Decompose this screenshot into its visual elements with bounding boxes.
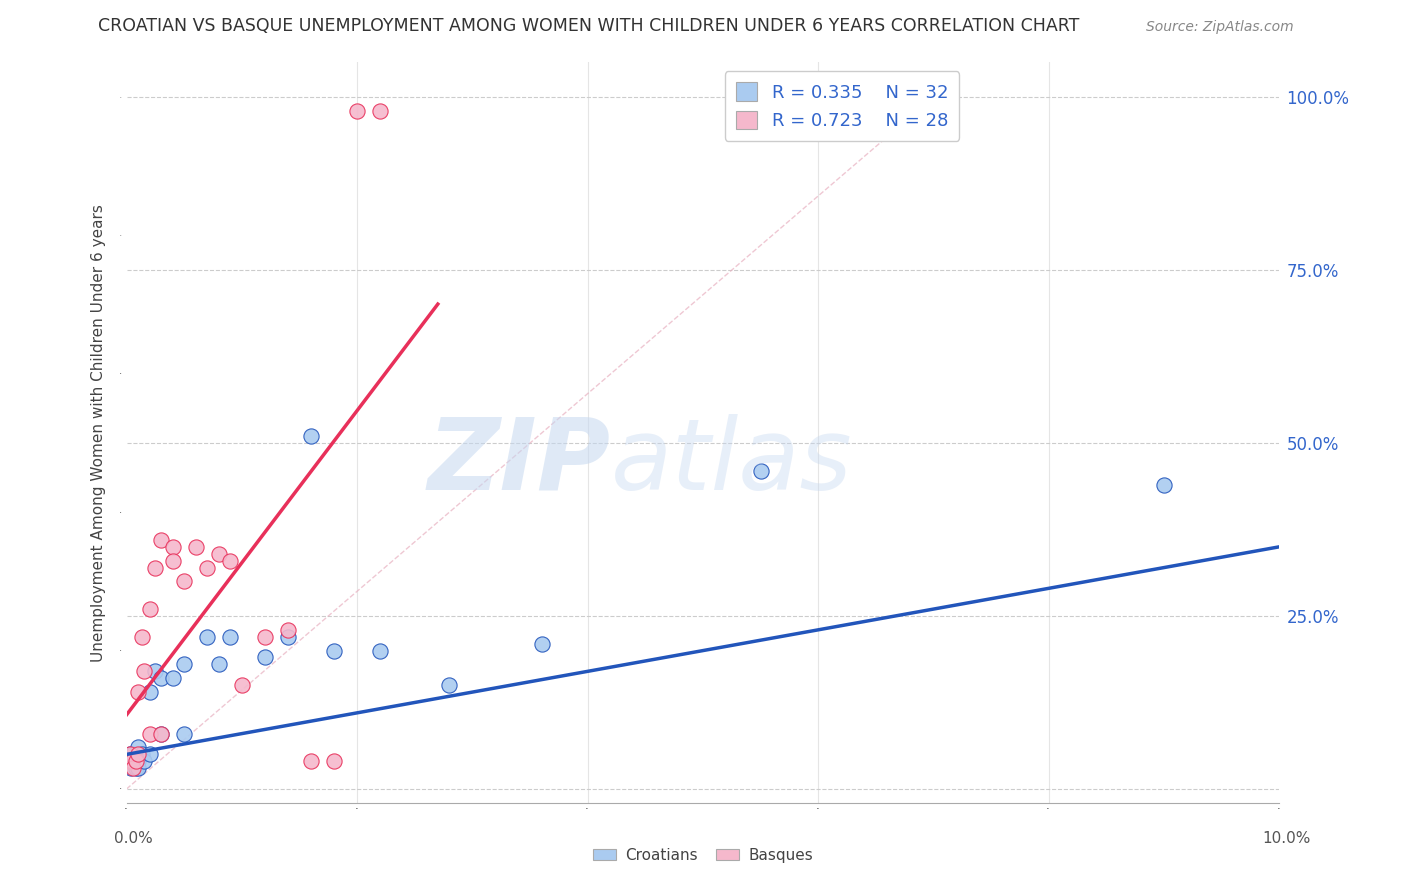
Point — [121, 754, 143, 768]
Point — [118, 747, 141, 762]
Point — [299, 429, 322, 443]
Point — [131, 747, 153, 762]
Point — [138, 685, 160, 699]
Point — [299, 754, 322, 768]
Point — [127, 747, 149, 762]
Point — [122, 747, 145, 762]
Point — [219, 554, 242, 568]
Point — [195, 560, 218, 574]
Point — [439, 678, 461, 692]
Point — [368, 643, 391, 657]
Point — [132, 665, 155, 679]
Point — [346, 103, 368, 118]
Point — [253, 630, 276, 644]
Point — [173, 574, 195, 589]
Point — [173, 726, 195, 740]
Point — [138, 602, 160, 616]
Point — [118, 754, 141, 768]
Point — [150, 671, 173, 685]
Point — [145, 560, 166, 574]
Point — [131, 630, 153, 644]
Point — [118, 754, 141, 768]
Legend: Croatians, Basques: Croatians, Basques — [586, 842, 820, 869]
Point — [231, 678, 253, 692]
Point — [323, 754, 346, 768]
Point — [118, 747, 141, 762]
Point — [127, 740, 149, 755]
Point — [138, 747, 160, 762]
Text: atlas: atlas — [610, 414, 852, 511]
Point — [125, 761, 148, 775]
Text: Source: ZipAtlas.com: Source: ZipAtlas.com — [1146, 21, 1294, 34]
Point — [120, 761, 142, 775]
Text: ZIP: ZIP — [427, 414, 610, 511]
Point — [1153, 477, 1175, 491]
Point — [277, 623, 299, 637]
Point — [253, 650, 276, 665]
Point — [323, 643, 346, 657]
Point — [127, 754, 149, 768]
Point — [127, 685, 149, 699]
Point — [162, 540, 184, 554]
Point — [208, 547, 231, 561]
Point — [150, 726, 173, 740]
Point — [162, 671, 184, 685]
Point — [138, 726, 160, 740]
Point — [127, 761, 149, 775]
Point — [277, 630, 299, 644]
Point — [124, 754, 146, 768]
Point — [195, 630, 218, 644]
Text: 0.0%: 0.0% — [114, 831, 153, 846]
Point — [173, 657, 195, 672]
Y-axis label: Unemployment Among Women with Children Under 6 years: Unemployment Among Women with Children U… — [90, 203, 105, 662]
Point — [150, 533, 173, 547]
Point — [208, 657, 231, 672]
Point — [122, 761, 145, 775]
Point — [150, 726, 173, 740]
Point — [162, 554, 184, 568]
Point — [132, 754, 155, 768]
Point — [125, 754, 148, 768]
Text: CROATIAN VS BASQUE UNEMPLOYMENT AMONG WOMEN WITH CHILDREN UNDER 6 YEARS CORRELAT: CROATIAN VS BASQUE UNEMPLOYMENT AMONG WO… — [98, 17, 1080, 35]
Text: 10.0%: 10.0% — [1263, 831, 1310, 846]
Point — [530, 637, 553, 651]
Point — [749, 464, 772, 478]
Point — [368, 103, 391, 118]
Point — [184, 540, 207, 554]
Point — [121, 754, 143, 768]
Point — [145, 665, 166, 679]
Point — [219, 630, 242, 644]
